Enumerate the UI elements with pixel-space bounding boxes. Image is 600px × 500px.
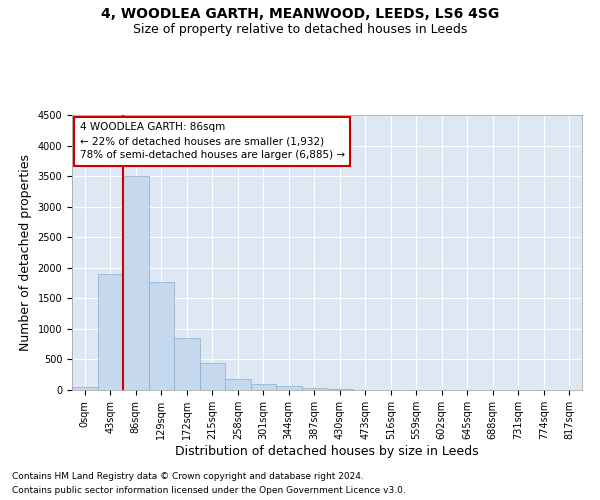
Bar [225,380,251,390]
Bar [199,362,225,390]
Text: Size of property relative to detached houses in Leeds: Size of property relative to detached ho… [133,22,467,36]
Text: 4, WOODLEA GARTH, MEANWOOD, LEEDS, LS6 4SG: 4, WOODLEA GARTH, MEANWOOD, LEEDS, LS6 4… [101,8,499,22]
X-axis label: Distribution of detached houses by size in Leeds: Distribution of detached houses by size … [175,444,479,458]
Bar [276,386,302,390]
Bar [327,389,353,390]
Bar [149,282,174,390]
Bar [97,274,123,390]
Bar [72,387,97,390]
Text: 4 WOODLEA GARTH: 86sqm
← 22% of detached houses are smaller (1,932)
78% of semi-: 4 WOODLEA GARTH: 86sqm ← 22% of detached… [80,122,345,160]
Y-axis label: Number of detached properties: Number of detached properties [19,154,32,351]
Bar [174,338,199,390]
Bar [251,384,276,390]
Text: Contains public sector information licensed under the Open Government Licence v3: Contains public sector information licen… [12,486,406,495]
Text: Contains HM Land Registry data © Crown copyright and database right 2024.: Contains HM Land Registry data © Crown c… [12,472,364,481]
Bar [123,176,149,390]
Bar [302,388,327,390]
